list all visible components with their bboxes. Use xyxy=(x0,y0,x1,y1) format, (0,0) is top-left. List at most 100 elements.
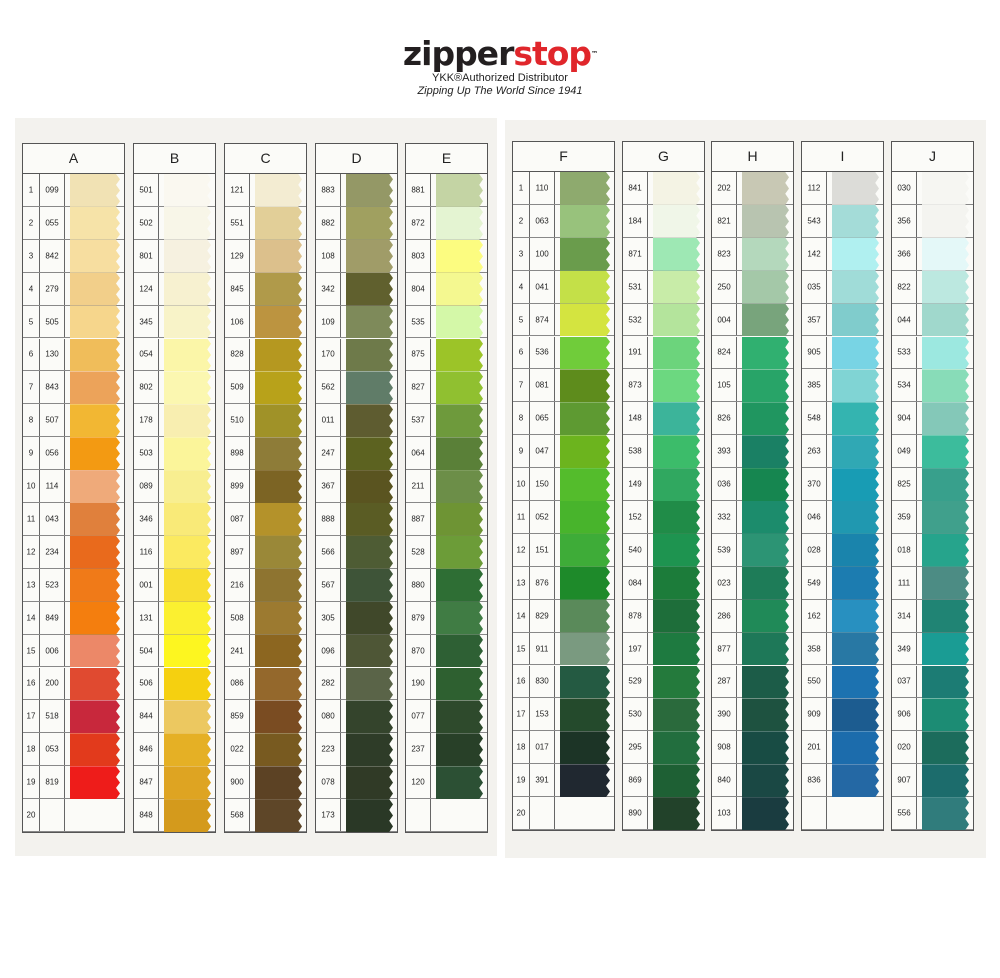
color-row: 502 xyxy=(134,206,215,240)
column-letter: F xyxy=(513,142,614,172)
color-code: 801 xyxy=(134,239,159,272)
zipper-swatch xyxy=(70,470,120,503)
color-row: 17 518 xyxy=(23,700,124,734)
row-number: 4 xyxy=(513,270,530,303)
color-code: 202 xyxy=(712,172,737,204)
color-code: 063 xyxy=(530,204,555,237)
column-letter: I xyxy=(802,142,883,172)
color-code: 506 xyxy=(134,667,159,700)
zipper-swatch xyxy=(922,632,969,666)
color-code: 502 xyxy=(134,206,159,239)
row-number-text: 12 xyxy=(516,545,526,555)
color-row: 148 xyxy=(623,402,704,436)
color-row: 022 xyxy=(225,733,306,767)
color-code-text: 124 xyxy=(139,284,153,294)
zipper-swatch xyxy=(560,533,610,567)
color-code-text: 108 xyxy=(321,251,335,261)
color-code: 874 xyxy=(530,303,555,336)
color-code-text: 841 xyxy=(628,183,642,193)
zipper-swatch xyxy=(832,501,879,534)
zipper-swatch xyxy=(346,338,393,372)
color-code-text: 827 xyxy=(411,382,425,392)
color-row: 282 xyxy=(316,667,397,701)
color-row: 030 xyxy=(892,172,973,205)
column-letter: D xyxy=(316,144,397,174)
zipper-swatch xyxy=(436,470,483,503)
color-code-text: 879 xyxy=(411,613,425,623)
color-code-text: 116 xyxy=(139,547,153,557)
color-code-text: 844 xyxy=(139,711,153,721)
color-row: 1 110 xyxy=(513,172,614,205)
zipper-swatch xyxy=(255,239,302,273)
color-code: 908 xyxy=(712,731,737,764)
color-code-text: 550 xyxy=(807,676,821,686)
zipper-swatch xyxy=(436,174,483,207)
zipper-swatch xyxy=(653,468,700,501)
color-row: 385 xyxy=(802,369,883,403)
color-code-text: 528 xyxy=(411,547,425,557)
zipper-swatch xyxy=(922,336,969,370)
zipper-swatch xyxy=(832,764,879,798)
color-code-text: 178 xyxy=(139,415,153,425)
color-code-text: 883 xyxy=(321,185,335,195)
column-letter: G xyxy=(623,142,704,172)
color-code: 849 xyxy=(40,601,65,634)
color-code-text: 114 xyxy=(45,481,59,491)
color-code: 529 xyxy=(623,665,648,698)
color-code-text: 821 xyxy=(717,216,731,226)
zipper-swatch xyxy=(922,599,969,633)
color-row: 367 xyxy=(316,470,397,503)
row-number-text: 14 xyxy=(26,613,36,623)
color-code-text: 824 xyxy=(717,347,731,357)
color-row: 822 xyxy=(892,270,973,304)
color-row: 19 819 xyxy=(23,766,124,800)
color-row: 111 xyxy=(892,566,973,600)
color-code: 540 xyxy=(623,533,648,566)
zipper-swatch xyxy=(922,533,969,567)
color-code-text: 543 xyxy=(807,216,821,226)
color-code-text: 036 xyxy=(717,479,731,489)
color-code: 282 xyxy=(316,667,341,700)
zipper-swatch xyxy=(560,599,610,633)
color-code: 804 xyxy=(406,272,431,305)
color-code-text: 510 xyxy=(230,415,244,425)
row-number-text: 6 xyxy=(518,347,524,357)
color-code: 911 xyxy=(530,632,555,665)
zipper-swatch xyxy=(560,731,610,765)
zipper-swatch xyxy=(346,206,393,240)
color-code: 523 xyxy=(40,568,65,601)
color-code: 173 xyxy=(316,799,341,831)
color-row: 216 xyxy=(225,568,306,602)
zipper-swatch xyxy=(164,766,211,800)
color-code: 078 xyxy=(316,766,341,799)
color-code-text: 087 xyxy=(230,514,244,524)
zipper-swatch xyxy=(346,535,393,569)
color-row: 888 xyxy=(316,503,397,536)
zipper-swatch xyxy=(346,174,393,207)
color-row: 6 536 xyxy=(513,336,614,370)
color-code: 843 xyxy=(40,371,65,404)
color-row: 028 xyxy=(802,533,883,567)
color-code-text: 080 xyxy=(321,711,335,721)
color-code: 530 xyxy=(623,698,648,731)
color-code-text: 908 xyxy=(717,742,731,752)
color-code-text: 875 xyxy=(411,349,425,359)
zipper-swatch xyxy=(164,174,211,207)
zipper-swatch xyxy=(346,733,393,767)
color-row: 241 xyxy=(225,634,306,668)
color-code-text: 845 xyxy=(230,284,244,294)
color-row: 906 xyxy=(892,698,973,732)
zipper-swatch xyxy=(255,174,302,207)
color-code: 111 xyxy=(892,566,917,599)
row-number: 11 xyxy=(513,501,530,533)
color-row: 112 xyxy=(802,172,883,205)
color-code-text: 828 xyxy=(230,349,244,359)
color-code-text: 536 xyxy=(535,347,549,357)
color-code-text: 534 xyxy=(897,380,911,390)
color-row: 190 xyxy=(406,667,487,701)
color-code-text: 819 xyxy=(45,777,59,787)
color-code-text: 877 xyxy=(717,644,731,654)
zipper-swatch xyxy=(70,568,120,602)
color-code: 393 xyxy=(712,435,737,468)
color-card-right: F 1 110 2 063 3 100 4 041 5 874 6 536 7 081 8 065 9 047 10 1… xyxy=(505,120,986,858)
